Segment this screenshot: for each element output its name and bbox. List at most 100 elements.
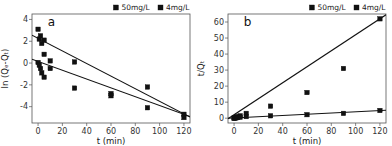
x-tick [258, 123, 259, 126]
data-point [39, 71, 44, 76]
x-tick-label: 80 [326, 127, 336, 136]
panel: 0 20 40 60 80 100 120 -4 -2 0 2 4 t (min) ln (Qₑ-Qₜ) a… [0, 3, 192, 146]
x-tick [111, 123, 112, 126]
y-axis-label: ln (Qₑ-Qₜ) [0, 49, 10, 89]
panel-label: b [244, 15, 252, 29]
data-point [268, 104, 273, 109]
x-tick [379, 123, 380, 126]
legend-swatch [113, 5, 118, 10]
x-tick [282, 123, 283, 126]
plot-area [32, 27, 190, 120]
y-tick-label: 10 [214, 98, 224, 107]
data-point [305, 112, 310, 117]
plot-frame [32, 14, 190, 123]
data-point [36, 27, 41, 32]
legend-swatch [158, 5, 163, 10]
data-point [48, 59, 53, 64]
y-tick-label: -4 [20, 102, 28, 111]
x-tick-label: 0 [232, 127, 237, 136]
x-tick [307, 123, 308, 126]
x-tick-label: 120 [372, 127, 387, 136]
data-point [72, 86, 77, 91]
data-point [378, 108, 383, 113]
x-tick-label: 60 [106, 127, 116, 136]
x-tick-label: 40 [82, 127, 92, 136]
legend-swatch [354, 5, 359, 10]
fit-line [32, 59, 190, 116]
x-tick-label: 100 [152, 127, 167, 136]
panel-label: a [48, 15, 55, 29]
x-tick [38, 123, 39, 126]
data-point [38, 34, 43, 39]
plot-frame [228, 14, 386, 123]
fit-line [228, 15, 386, 119]
x-tick [62, 123, 63, 126]
x-tick-label: 20 [57, 127, 67, 136]
legend-swatch [309, 5, 314, 10]
x-tick-label: 0 [36, 127, 41, 136]
y-tick-label: -2 [20, 81, 28, 90]
plot-area [228, 15, 386, 121]
x-tick-label: 80 [130, 127, 140, 136]
y-tick [225, 22, 228, 23]
x-tick [159, 123, 160, 126]
x-tick [183, 123, 184, 126]
data-point [109, 94, 114, 99]
data-point [38, 66, 43, 71]
y-tick [225, 38, 228, 39]
x-tick-label: 20 [253, 127, 263, 136]
y-tick [29, 41, 32, 42]
x-tick [234, 123, 235, 126]
fit-line [32, 35, 190, 117]
fit-line [228, 110, 386, 118]
data-point [305, 90, 310, 95]
x-tick [135, 123, 136, 126]
legend-label: 50mg/L [317, 3, 346, 12]
y-tick [225, 86, 228, 87]
y-tick [225, 102, 228, 103]
y-tick-label: 2 [23, 37, 28, 46]
x-tick-label: 40 [278, 127, 288, 136]
x-tick [86, 123, 87, 126]
x-tick-label: 120 [176, 127, 191, 136]
y-tick-label: 0 [219, 114, 224, 123]
chart: 020406080100120-4-2024t (min)ln (Qₑ-Qₜ)a… [0, 0, 392, 146]
x-tick-label: 100 [348, 127, 363, 136]
legend-label: 4mg/L [362, 3, 386, 12]
x-axis-label: t (min) [97, 136, 126, 146]
data-point [341, 111, 346, 116]
y-tick [225, 54, 228, 55]
data-point [268, 114, 273, 119]
data-point [72, 60, 77, 65]
panel: 0204060801001200102030405060t (min)t/Qₜb… [196, 3, 388, 146]
x-tick-label: 60 [302, 127, 312, 136]
y-tick-label: 30 [214, 66, 224, 75]
data-point [145, 105, 150, 110]
y-tick [29, 19, 32, 20]
legend-label: 4mg/L [166, 3, 190, 12]
y-tick [29, 84, 32, 85]
y-tick-label: 20 [214, 82, 224, 91]
y-tick-label: 0 [23, 59, 28, 68]
legend-label: 50mg/L [121, 3, 150, 12]
y-tick-label: 40 [214, 50, 224, 59]
y-tick [225, 118, 228, 119]
data-point [42, 38, 47, 43]
data-point [145, 85, 150, 90]
data-point [48, 66, 53, 71]
y-tick-label: 50 [214, 34, 224, 43]
y-tick-label: 4 [23, 15, 28, 24]
legend: 50mg/L 4mg/L [309, 3, 386, 12]
data-point [341, 66, 346, 71]
y-tick [225, 70, 228, 71]
y-tick-label: 60 [214, 18, 224, 27]
y-tick [29, 63, 32, 64]
y-tick [29, 106, 32, 107]
data-point [182, 115, 187, 120]
data-point [238, 115, 243, 120]
x-tick [355, 123, 356, 126]
legend: 50mg/L 4mg/L [113, 3, 190, 12]
y-axis-label: t/Qₜ [196, 61, 206, 76]
data-point [378, 17, 383, 22]
data-point [42, 52, 47, 57]
